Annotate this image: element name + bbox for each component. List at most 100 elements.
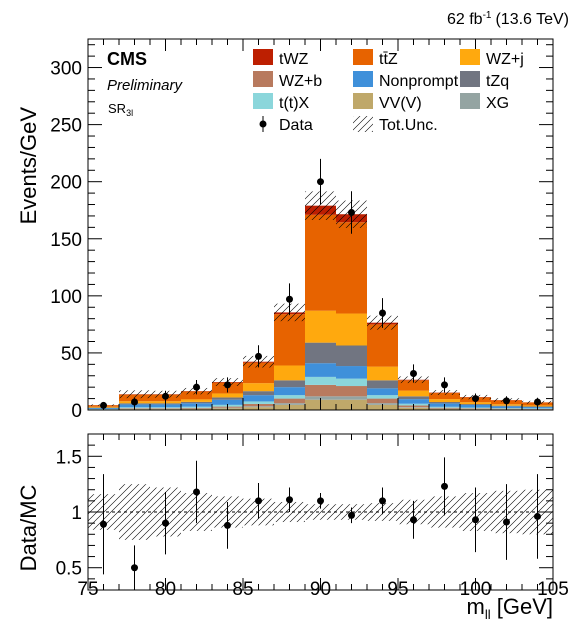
data-point xyxy=(317,178,324,186)
legend-label: tZq xyxy=(486,73,509,90)
data-point xyxy=(255,352,262,360)
legend-label: Data xyxy=(279,117,313,134)
bar-segment xyxy=(367,398,398,404)
y-tick-label: 250 xyxy=(50,116,82,137)
y-tick-label: 150 xyxy=(50,230,82,251)
legend-label: WZ+j xyxy=(486,51,524,68)
bar-segment xyxy=(336,378,367,387)
x-tick-label: 75 xyxy=(77,579,98,600)
ratio-point xyxy=(534,512,541,520)
ratio-point xyxy=(131,564,138,572)
bar-segment xyxy=(336,222,367,314)
y-tick-label: 50 xyxy=(61,344,82,365)
bar-segment xyxy=(274,387,305,396)
bar-segment xyxy=(305,363,336,377)
ratio-point xyxy=(472,516,479,524)
ratio-point xyxy=(162,519,169,527)
ratio-y-tick-label: 0.5 xyxy=(56,559,82,580)
bar-segment xyxy=(305,384,336,397)
data-point xyxy=(131,398,138,406)
region-label: SR3l xyxy=(108,101,133,118)
bar-segment xyxy=(429,399,460,403)
bar-segment xyxy=(305,376,336,385)
bar-segment xyxy=(181,401,212,404)
ratio-point xyxy=(193,488,200,496)
bar-segment xyxy=(367,380,398,389)
bottom-y-axis-title: Data/MC xyxy=(16,484,41,571)
legend-swatch xyxy=(253,93,273,109)
bar-segment xyxy=(274,314,305,366)
ratio-point xyxy=(441,482,448,490)
x-tick-label: 85 xyxy=(232,579,253,600)
ratio-point xyxy=(255,497,262,505)
ratio-point xyxy=(286,496,293,504)
bar-segment xyxy=(305,342,336,364)
x-axis-title: mll [GeV] xyxy=(467,594,553,622)
legend-swatch xyxy=(460,71,480,87)
data-point xyxy=(410,369,417,377)
x-tick-label: 100 xyxy=(460,579,492,600)
data-point xyxy=(503,397,510,405)
bar-segment xyxy=(243,395,274,402)
bar-segment xyxy=(336,386,367,397)
legend-label: Tot.Unc. xyxy=(379,117,438,134)
legend-swatch xyxy=(253,71,273,87)
bar-segment xyxy=(398,396,429,400)
legend-label: tWZ xyxy=(279,51,309,68)
ratio-uncertainty-box xyxy=(119,484,150,540)
x-tick-label: 95 xyxy=(387,579,408,600)
x-tick-label: 90 xyxy=(310,579,331,600)
bar-segment xyxy=(367,324,398,367)
bar-segment xyxy=(398,399,429,404)
ratio-point xyxy=(317,497,324,505)
data-point xyxy=(193,383,200,391)
top-y-axis-title: Events/GeV xyxy=(16,107,41,225)
bar-segment xyxy=(181,391,212,400)
bar-segment xyxy=(243,362,274,384)
cms-label: CMS xyxy=(107,49,147,69)
bar-segment xyxy=(181,399,212,402)
legend-unc-swatch xyxy=(353,116,373,132)
legend-label: Nonprompt xyxy=(379,73,459,90)
legend-swatch xyxy=(353,49,373,65)
uncertainty-box xyxy=(119,390,150,399)
legend-swatch xyxy=(353,93,373,109)
bar-segment xyxy=(367,366,398,381)
data-point xyxy=(224,381,231,389)
bar-segment xyxy=(243,383,274,392)
ratio-point xyxy=(224,521,231,529)
ratio-points xyxy=(100,457,541,590)
ratio-point xyxy=(100,520,107,528)
bar-segment xyxy=(336,313,367,346)
y-tick-label: 0 xyxy=(71,401,82,422)
bar-segment xyxy=(367,395,398,399)
bar-segment xyxy=(336,396,367,400)
ratio-y-tick-label: 1 xyxy=(71,503,82,524)
bar-segment xyxy=(274,380,305,388)
legend-label: tt̄Z xyxy=(379,51,398,68)
x-tick-label: 80 xyxy=(155,579,176,600)
data-point xyxy=(441,381,448,389)
legend-swatch xyxy=(353,71,373,87)
legend-label: t(t)X xyxy=(279,95,310,112)
bar-segment xyxy=(243,391,274,396)
bar-segment xyxy=(398,390,429,397)
y-tick-label: 300 xyxy=(50,59,82,80)
y-tick-label: 100 xyxy=(50,287,82,308)
ratio-point xyxy=(503,518,510,526)
legend-swatch xyxy=(460,93,480,109)
bar-segment xyxy=(212,399,243,405)
legend-label: VV(V) xyxy=(379,95,422,112)
bar-segment xyxy=(336,345,367,367)
legend-label: XG xyxy=(486,95,509,112)
bar-segment xyxy=(429,402,460,404)
ratio-point xyxy=(410,516,417,524)
data-point xyxy=(534,398,541,406)
ratio-point xyxy=(348,511,355,519)
bar-segment xyxy=(274,365,305,381)
bar-segment xyxy=(336,366,367,379)
bar-segment xyxy=(305,214,336,311)
stacked-histogram xyxy=(88,205,553,410)
bar-segment xyxy=(274,398,305,404)
